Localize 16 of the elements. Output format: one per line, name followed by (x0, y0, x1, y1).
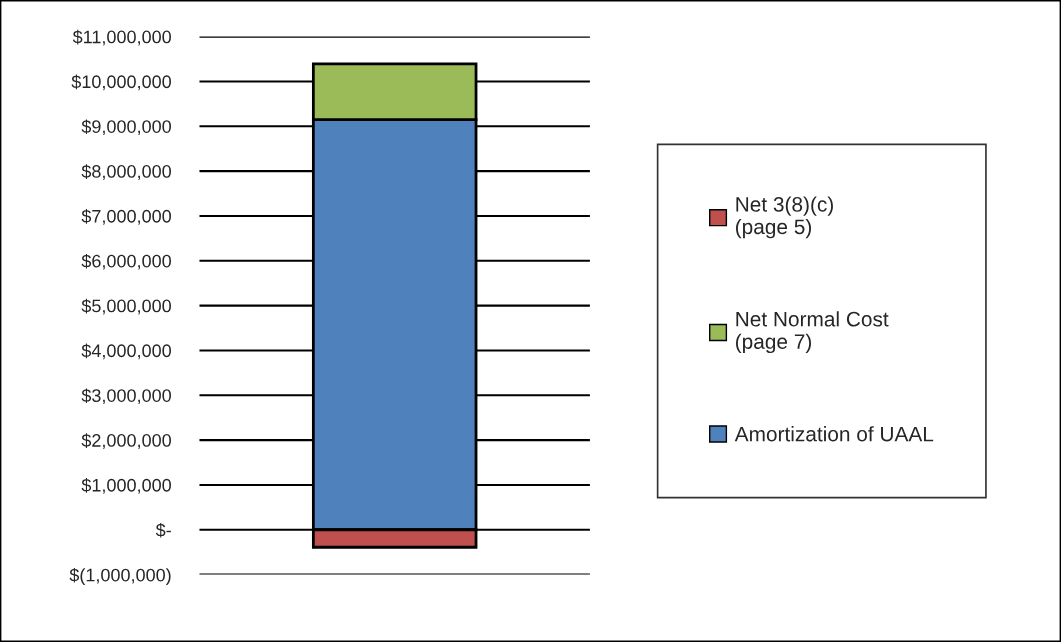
y-tick-label: $6,000,000 (81, 253, 171, 270)
y-tick-label: $5,000,000 (81, 298, 171, 315)
y-tick-label: $11,000,000 (72, 29, 171, 46)
legend-label: Net Normal Cost (page 7) (736, 311, 889, 354)
y-tick-label: $2,000,000 (81, 433, 171, 449)
legend-label: Net 3(8)(c) (page 5) (736, 196, 833, 239)
y-tick-label: $9,000,000 (81, 119, 171, 136)
y-tick-label: $7,000,000 (81, 209, 171, 225)
y-tick-label: $10,000,000 (71, 74, 171, 91)
y-tick-label: $4,000,000 (81, 343, 171, 360)
y-tick-label: $(1,000,000) (69, 567, 171, 586)
y-tick-label: $3,000,000 (81, 388, 171, 405)
y-tick-label: $8,000,000 (81, 164, 171, 180)
legend-label: Amortization of UAAL (734, 426, 934, 442)
y-tick-label: $1,000,000 (81, 478, 171, 494)
y-tick-label: $- (155, 522, 171, 538)
